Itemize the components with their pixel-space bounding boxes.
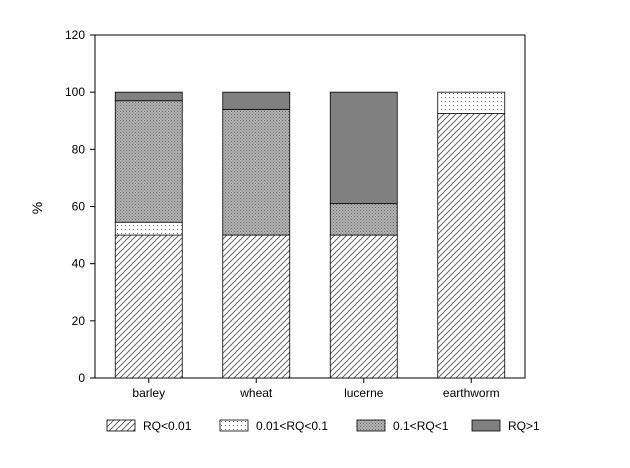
- legend-label: RQ<0.01: [143, 419, 192, 433]
- y-axis: 0 20 40 60 80 100 120: [65, 28, 95, 385]
- y-tick-label: 0: [78, 371, 85, 385]
- legend-label: RQ>1: [508, 419, 540, 433]
- y-tick-label: 60: [72, 200, 86, 214]
- bar-segment-barley-2: [114, 221, 183, 236]
- legend-label: 0.1<RQ<1: [393, 419, 449, 433]
- legend-swatch: [106, 419, 136, 432]
- y-tick-label: 40: [72, 257, 86, 271]
- x-axis: barley wheat lucerne earthworm: [132, 378, 500, 400]
- bar-segment-lucerne-1: [329, 234, 398, 379]
- bar-segment-barley-1: [114, 234, 183, 379]
- x-tick-label: lucerne: [344, 386, 384, 400]
- legend-label: 0.01<RQ<0.1: [256, 419, 328, 433]
- y-tick-label: 100: [65, 85, 85, 99]
- y-tick-label: 80: [72, 142, 86, 156]
- bar-segment-earthworm-1: [437, 113, 506, 379]
- bar-segment-barley-4: [114, 91, 183, 102]
- legend: RQ<0.01 0.01<RQ<0.1 0.1<RQ<1 RQ>1: [106, 419, 540, 433]
- legend-swatch: [356, 419, 386, 432]
- bar-segment-barley-3: [114, 100, 183, 223]
- y-axis-label: %: [29, 202, 45, 214]
- legend-swatch: [471, 419, 501, 432]
- x-tick-label: earthworm: [443, 386, 500, 400]
- plot-area: [94, 34, 526, 379]
- bar-segment-earthworm-2: [437, 91, 506, 115]
- bar-segment-lucerne-3: [329, 203, 398, 236]
- bar-segment-wheat-3: [222, 108, 291, 236]
- x-tick-label: wheat: [239, 386, 273, 400]
- x-tick-label: barley: [132, 386, 165, 400]
- bar-segment-lucerne-4: [329, 91, 398, 205]
- bar-segment-wheat-1: [222, 234, 291, 379]
- y-tick-label: 120: [65, 28, 85, 42]
- y-tick-label: 20: [72, 314, 86, 328]
- bar-segment-wheat-4: [222, 91, 291, 110]
- legend-swatch: [219, 419, 249, 432]
